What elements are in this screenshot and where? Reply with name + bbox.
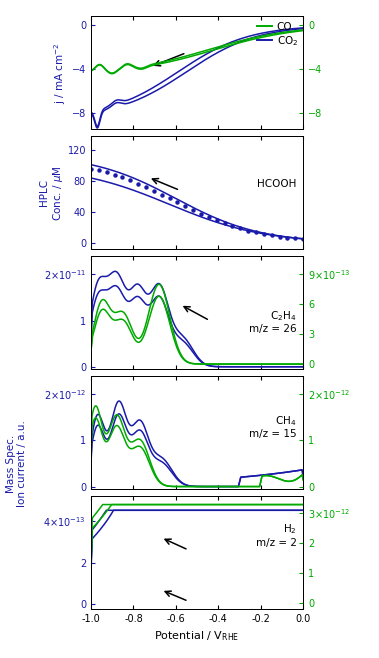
Text: H$_2$
m/z = 2: H$_2$ m/z = 2 bbox=[256, 522, 297, 548]
Y-axis label: HPLC
Conc. / $\mu$M: HPLC Conc. / $\mu$M bbox=[39, 165, 65, 220]
Text: C$_2$H$_4$
m/z = 26: C$_2$H$_4$ m/z = 26 bbox=[249, 309, 297, 334]
Text: CH$_4$
m/z = 15: CH$_4$ m/z = 15 bbox=[249, 414, 297, 440]
Text: HCOOH: HCOOH bbox=[257, 179, 297, 189]
Y-axis label: j / mA cm$^{-2}$: j / mA cm$^{-2}$ bbox=[52, 42, 68, 104]
Text: Mass Spec.
Ion current / a.u.: Mass Spec. Ion current / a.u. bbox=[6, 420, 27, 507]
Legend: CO, CO$_2$: CO, CO$_2$ bbox=[257, 22, 298, 47]
X-axis label: Potential / V$_{\mathrm{RHE}}$: Potential / V$_{\mathrm{RHE}}$ bbox=[154, 629, 240, 643]
